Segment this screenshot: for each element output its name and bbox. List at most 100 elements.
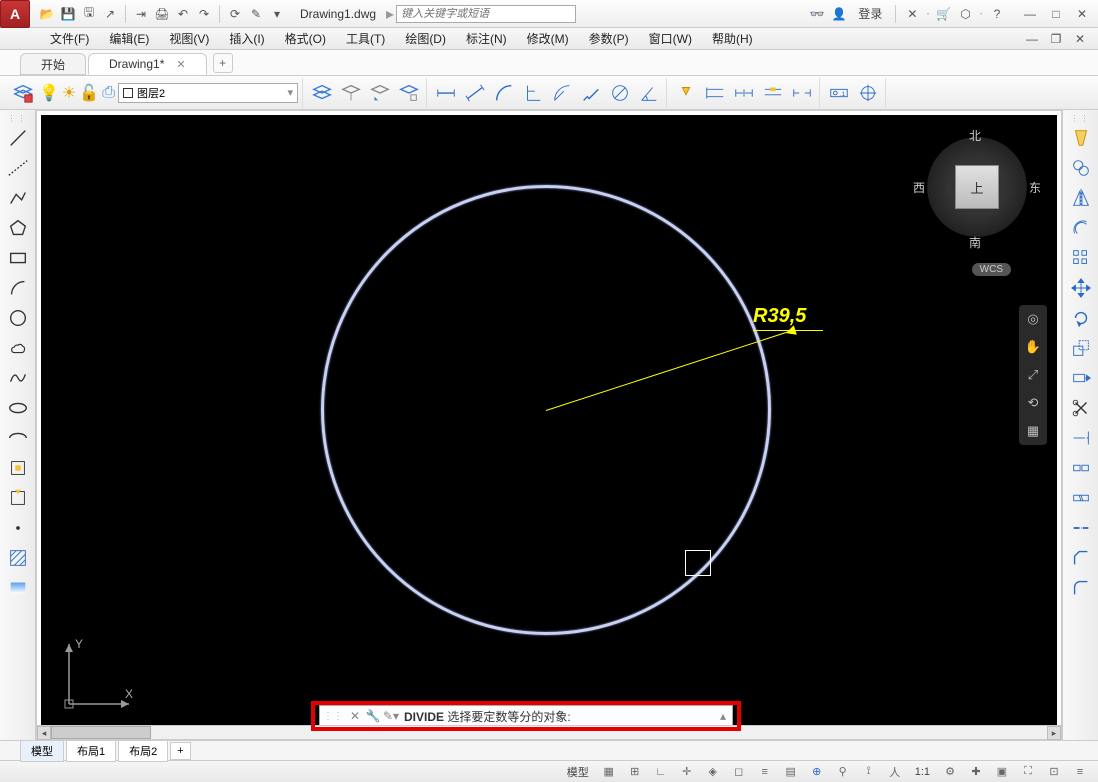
layout-tab-2[interactable]: 布局2: [118, 740, 168, 762]
sun-icon[interactable]: ☀: [62, 83, 76, 103]
layout-tab-1[interactable]: 布局1: [66, 740, 116, 762]
cmdline-customize-icon[interactable]: 🔧: [364, 709, 382, 723]
isodraft-icon[interactable]: ◈: [703, 763, 723, 781]
dim-diameter-icon[interactable]: [607, 80, 633, 106]
polar-toggle-icon[interactable]: ✛: [677, 763, 697, 781]
redo-icon[interactable]: ↷: [195, 5, 213, 23]
make-block-icon[interactable]: [4, 484, 32, 512]
mirror-icon[interactable]: [1067, 184, 1095, 212]
new-tab-button[interactable]: +: [213, 53, 233, 73]
toolbar-grip[interactable]: ⋮⋮: [1071, 114, 1091, 122]
break-icon[interactable]: [1067, 484, 1095, 512]
tab-close-icon[interactable]: ✕: [176, 58, 185, 71]
wcs-badge[interactable]: WCS: [972, 263, 1011, 276]
tolerance-icon[interactable]: .1: [826, 80, 852, 106]
menu-view[interactable]: 视图(V): [159, 30, 219, 47]
layer-properties-icon[interactable]: [10, 80, 36, 106]
dim-break-icon[interactable]: [789, 80, 815, 106]
ellipse-arc-icon[interactable]: [4, 424, 32, 452]
dim-jogged-icon[interactable]: [578, 80, 604, 106]
layout-tab-add[interactable]: +: [170, 742, 190, 760]
dim-space-icon[interactable]: [760, 80, 786, 106]
scroll-thumb[interactable]: [51, 726, 151, 739]
doc-minimize-button[interactable]: —: [1022, 32, 1042, 46]
menu-format[interactable]: 格式(O): [275, 30, 336, 47]
app-logo[interactable]: A: [0, 0, 30, 28]
scale-icon[interactable]: [1067, 334, 1095, 362]
transparency-icon[interactable]: ▤: [781, 763, 801, 781]
viewcube-top-face[interactable]: 上: [955, 165, 999, 209]
circle-icon[interactable]: [4, 304, 32, 332]
dim-angular-icon[interactable]: [636, 80, 662, 106]
menu-param[interactable]: 参数(P): [579, 30, 639, 47]
dim-aligned-icon[interactable]: [462, 80, 488, 106]
export-icon[interactable]: ⇥: [132, 5, 150, 23]
layer-match-icon[interactable]: [396, 80, 422, 106]
workspace-icon[interactable]: ▣: [992, 763, 1012, 781]
toolbar-grip[interactable]: ⋮⋮: [8, 114, 28, 122]
gear-icon[interactable]: ⚙: [940, 763, 960, 781]
menu-draw[interactable]: 绘图(D): [395, 30, 456, 47]
folder-open-icon[interactable]: 📂: [38, 5, 56, 23]
offset-icon[interactable]: [1067, 214, 1095, 242]
close-button[interactable]: ✕: [1072, 7, 1092, 21]
help-icon[interactable]: ?: [988, 5, 1006, 23]
search-input[interactable]: [396, 5, 576, 23]
spline-icon[interactable]: [4, 364, 32, 392]
person-icon[interactable]: 人: [885, 763, 905, 781]
login-button[interactable]: 登录: [852, 5, 888, 22]
dim-ordinate-icon[interactable]: [520, 80, 546, 106]
ortho-toggle-icon[interactable]: ∟: [651, 763, 671, 781]
scroll-left-icon[interactable]: ◂: [37, 726, 51, 740]
scroll-track[interactable]: [51, 726, 1047, 739]
doc-restore-button[interactable]: ❐: [1046, 32, 1066, 46]
exchange-icon[interactable]: ✕: [903, 5, 921, 23]
plot-icon[interactable]: ⎙: [102, 84, 115, 102]
cycling-icon[interactable]: ⊕: [807, 763, 827, 781]
hardware-accel-icon[interactable]: ⛶: [1018, 763, 1038, 781]
menu-window[interactable]: 窗口(W): [639, 30, 702, 47]
cmdline-recent-icon[interactable]: ✎▾: [382, 709, 400, 723]
grid-toggle-icon[interactable]: ▦: [599, 763, 619, 781]
status-scale[interactable]: 1:1: [911, 766, 934, 778]
user-icon[interactable]: 👤: [830, 5, 848, 23]
osnap-toggle-icon[interactable]: ◻: [729, 763, 749, 781]
sync-icon[interactable]: ▾: [268, 5, 286, 23]
snap-toggle-icon[interactable]: ⊞: [625, 763, 645, 781]
annotation-monitor-icon[interactable]: ✚: [966, 763, 986, 781]
menu-help[interactable]: 帮助(H): [702, 30, 763, 47]
trim-icon[interactable]: [1067, 394, 1095, 422]
menu-modify[interactable]: 修改(M): [517, 30, 579, 47]
hatch-icon[interactable]: [4, 544, 32, 572]
view-cube[interactable]: 上 北 南 西 东: [917, 127, 1037, 257]
drawing-canvas[interactable]: R39,5 上 北 南 西 东 WCS ◎ ✋ ⤢ ⟲ ▦: [41, 115, 1057, 735]
viewcube-south[interactable]: 南: [969, 234, 981, 251]
horizontal-scrollbar[interactable]: ◂ ▸: [37, 725, 1061, 739]
fillet-icon[interactable]: [1067, 574, 1095, 602]
minimize-button[interactable]: —: [1020, 7, 1040, 21]
scroll-right-icon[interactable]: ▸: [1047, 726, 1061, 740]
maximize-button[interactable]: □: [1046, 7, 1066, 21]
tab-drawing1[interactable]: Drawing1* ✕: [88, 53, 207, 75]
menu-tools[interactable]: 工具(T): [336, 30, 395, 47]
dim-arc-icon[interactable]: [491, 80, 517, 106]
cart-icon[interactable]: 🛒: [935, 5, 953, 23]
insert-block-icon[interactable]: [4, 454, 32, 482]
center-mark-icon[interactable]: [855, 80, 881, 106]
viewcube-east[interactable]: 东: [1029, 179, 1041, 196]
ellipse-icon[interactable]: [4, 394, 32, 422]
layer-iso-icon[interactable]: [338, 80, 364, 106]
array-icon[interactable]: [1067, 244, 1095, 272]
tab-start[interactable]: 开始: [20, 53, 86, 75]
move-icon[interactable]: [1067, 274, 1095, 302]
point-icon[interactable]: [4, 514, 32, 542]
polyline-icon[interactable]: [4, 184, 32, 212]
layer-prev-icon[interactable]: [367, 80, 393, 106]
line-icon[interactable]: [4, 124, 32, 152]
rectangle-icon[interactable]: [4, 244, 32, 272]
print-icon[interactable]: 🖨: [153, 5, 171, 23]
brush-icon[interactable]: ✎: [247, 5, 265, 23]
menu-dim[interactable]: 标注(N): [456, 30, 517, 47]
doc-close-button[interactable]: ✕: [1070, 32, 1090, 46]
rotate-icon[interactable]: [1067, 304, 1095, 332]
